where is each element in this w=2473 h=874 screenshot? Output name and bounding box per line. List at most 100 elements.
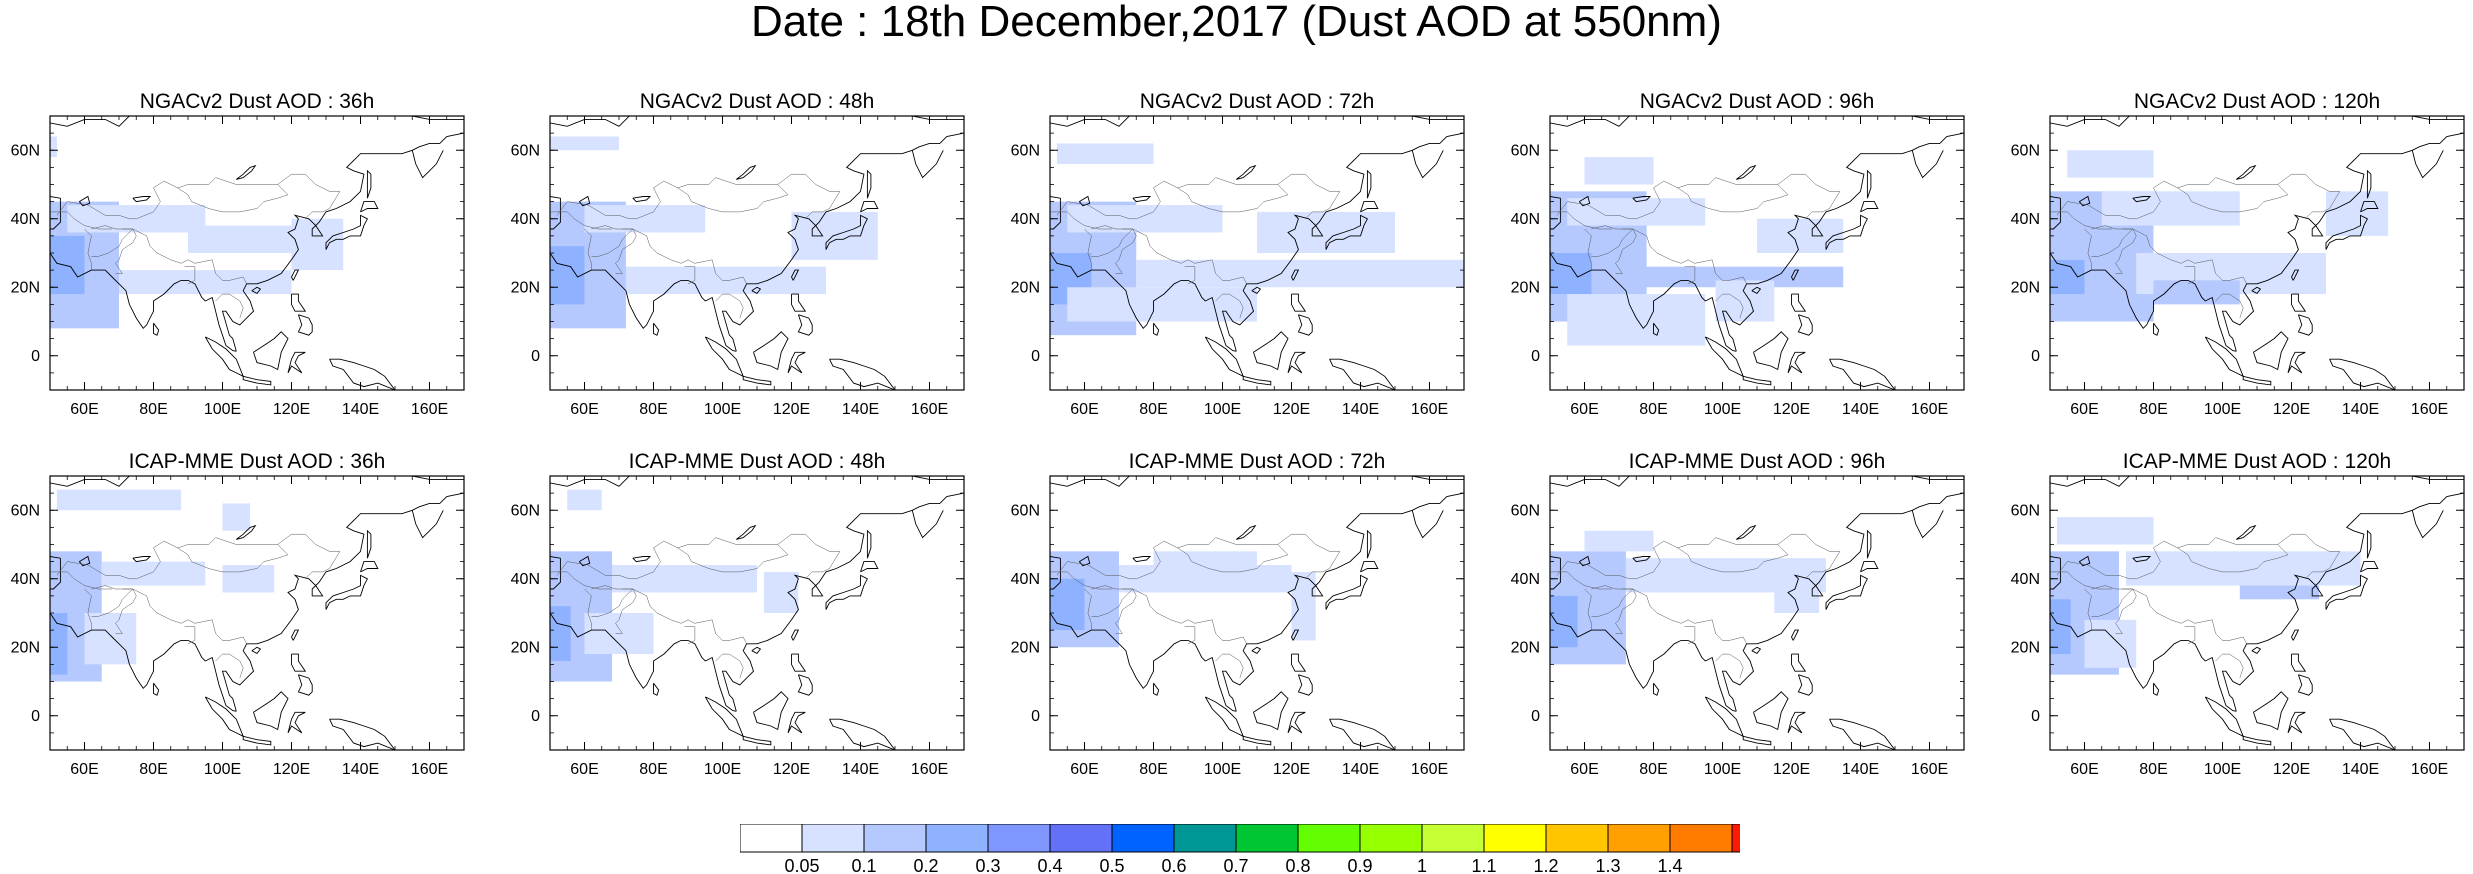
- lat-tick-label: 20N: [1511, 639, 1540, 656]
- coastline: [360, 201, 379, 213]
- lon-tick-label: 60E: [1570, 761, 1598, 778]
- coastline: [1790, 629, 1800, 641]
- country-border: [1556, 540, 1678, 580]
- country-border: [1050, 571, 1113, 590]
- coastline: [1632, 196, 1652, 203]
- colorbar-label: 0.9: [1347, 856, 1372, 872]
- dust-aod-region: [1567, 294, 1706, 346]
- lon-tick-label: 120E: [1773, 761, 1810, 778]
- coastline: [1411, 510, 1444, 539]
- coastline: [2411, 510, 2444, 539]
- coastline: [2050, 476, 2464, 487]
- coastline: [291, 293, 307, 312]
- country-border: [2115, 228, 2137, 274]
- coastline: [1291, 293, 1307, 312]
- country-border: [2091, 585, 2134, 617]
- coastline: [2204, 696, 2245, 738]
- coastline: [1153, 322, 1160, 336]
- country-border: [632, 588, 713, 624]
- coastline: [1829, 718, 1896, 750]
- coastline: [742, 375, 772, 386]
- lon-tick-label: 100E: [1704, 761, 1741, 778]
- map-plot: 60E 80E 100E 120E 140E 160E 60N 40N 20N 0: [1011, 475, 1465, 778]
- lon-tick-label: 120E: [1273, 401, 1310, 418]
- colorbar-label: 0.8: [1285, 856, 1310, 872]
- country-border: [2184, 266, 2196, 285]
- coastline: [204, 696, 245, 738]
- country-border: [1550, 211, 1613, 230]
- country-border: [1091, 225, 1134, 257]
- panel-title: ICAP-MME Dust AOD : 72h: [1128, 450, 1386, 473]
- lon-tick-label: 60E: [70, 761, 98, 778]
- lat-tick-label: 60N: [511, 502, 540, 519]
- country-border: [56, 180, 178, 220]
- country-border: [2132, 588, 2213, 624]
- coastline: [1653, 322, 1660, 336]
- coastline: [1325, 214, 1369, 250]
- coastline: [787, 351, 806, 374]
- coastline: [287, 351, 306, 374]
- coastline: [1329, 718, 1396, 750]
- coastline: [2290, 629, 2300, 641]
- lat-tick-label: 20N: [11, 279, 40, 296]
- country-border: [805, 571, 823, 579]
- coastline: [866, 169, 872, 199]
- country-border: [1091, 585, 1134, 617]
- country-border: [184, 266, 196, 285]
- lon-tick-label: 60E: [570, 401, 598, 418]
- country-border: [1677, 533, 1841, 573]
- country-border: [1177, 184, 1289, 213]
- colorbar-label: 0.6: [1161, 856, 1186, 872]
- lat-tick-label: 40N: [11, 571, 40, 588]
- colorbar-label: 1.1: [1471, 856, 1496, 872]
- country-border: [132, 588, 213, 624]
- coastline: [1360, 561, 1379, 573]
- lat-tick-label: 40N: [2011, 571, 2040, 588]
- country-border: [584, 228, 592, 271]
- coastline: [2204, 336, 2245, 378]
- map-panel: ICAP-MME Dust AOD : 36h 60E 80E 100E 120E 140…: [11, 450, 465, 814]
- dust-aod-region: [584, 205, 706, 233]
- lon-tick-label: 120E: [2273, 401, 2310, 418]
- lon-tick-label: 160E: [2411, 401, 2448, 418]
- lat-tick-label: 0: [1031, 348, 1040, 365]
- coastline: [2078, 195, 2091, 207]
- dust-aod-region: [550, 136, 619, 151]
- coastline: [2253, 331, 2289, 371]
- lat-tick-label: 0: [1031, 708, 1040, 725]
- coastline: [797, 674, 813, 696]
- country-border: [711, 259, 747, 284]
- coastline: [1132, 556, 1152, 563]
- panel-title: NGACv2 Dust AOD : 96h: [1639, 90, 1875, 113]
- country-border: [2050, 571, 2113, 590]
- map-panel: NGACv2 Dust AOD : 96h 60E 80E 100E 120E 140E 1…: [1511, 90, 1965, 454]
- country-border: [2211, 619, 2247, 644]
- country-border: [632, 228, 713, 264]
- coastline: [2360, 561, 2379, 573]
- country-border: [677, 173, 841, 213]
- coastline: [1329, 358, 1396, 390]
- lat-tick-label: 0: [2031, 348, 2040, 365]
- country-border: [1132, 228, 1213, 264]
- dust-aod-region: [763, 571, 799, 613]
- map-plot: 60E 80E 100E 120E 140E 160E 60N 40N 20N 0: [2011, 115, 2465, 418]
- country-border: [2215, 653, 2244, 679]
- colorbar-swatch: [863, 824, 927, 853]
- map-panel: NGACv2 Dust AOD : 48h 60E 80E 100E 120E 140E 1…: [511, 90, 965, 454]
- coastline: [2050, 196, 2061, 230]
- country-border: [550, 571, 613, 590]
- coastline: [2050, 612, 2237, 712]
- coastline: [2366, 529, 2372, 559]
- lat-tick-label: 0: [2031, 708, 2040, 725]
- lon-tick-label: 140E: [1842, 401, 1879, 418]
- lon-tick-label: 160E: [2411, 761, 2448, 778]
- lat-tick-label: 60N: [1011, 502, 1040, 519]
- country-border: [615, 228, 637, 274]
- country-border: [215, 293, 244, 319]
- lon-tick-label: 80E: [1139, 761, 1167, 778]
- map-plot: 60E 80E 100E 120E 140E 160E 60N 40N 20N 0: [1011, 115, 1465, 418]
- coastline: [1287, 351, 1306, 374]
- coastline: [751, 646, 762, 654]
- colorbar-swatch: [1111, 824, 1175, 853]
- coastline: [360, 561, 379, 573]
